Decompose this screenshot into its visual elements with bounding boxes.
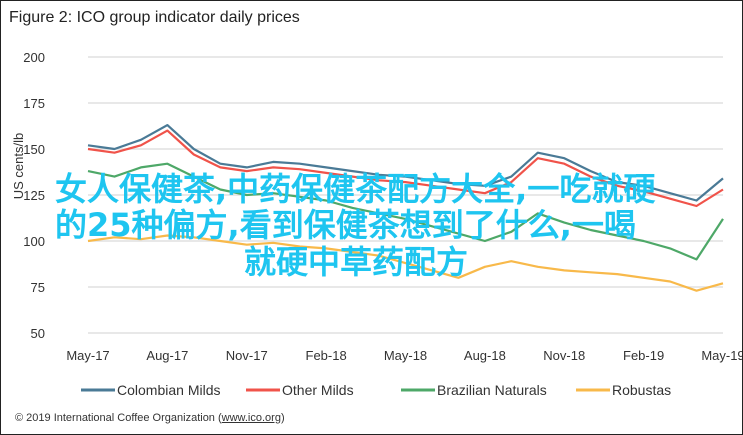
legend-label: Other Milds: [282, 382, 354, 398]
y-tick-label: 175: [23, 96, 45, 111]
y-tick-label: 100: [23, 234, 45, 249]
x-tick-label: Aug-18: [464, 348, 506, 363]
y-tick-label: 150: [23, 142, 45, 157]
legend-label: Colombian Milds: [117, 382, 220, 398]
x-tick-label: Aug-17: [146, 348, 188, 363]
x-tick-label: May-17: [66, 348, 109, 363]
chart-title: Figure 2: ICO group indicator daily pric…: [9, 9, 300, 26]
y-tick-label: 200: [23, 50, 45, 65]
copyright-footer: © 2019 International Coffee Organization…: [15, 412, 285, 424]
copyright-text: © 2019 International Coffee Organization…: [15, 412, 222, 424]
legend-label: Brazilian Naturals: [437, 382, 547, 398]
x-tick-label: May-19: [701, 348, 742, 363]
y-tick-label: 50: [31, 326, 45, 341]
series-line-brazilian-naturals: [87, 162, 724, 261]
y-tick-label: 125: [23, 188, 45, 203]
y-tick-label: 75: [31, 280, 45, 295]
x-tick-label: Nov-17: [226, 348, 268, 363]
x-tick-label: Feb-19: [623, 348, 664, 363]
overlay-text-line-2: 的25种偏方,看到保健茶想到了什么,一喝: [55, 206, 636, 244]
series-line-robustas: [87, 234, 724, 292]
overlay-text-line-3: 就硬中草药配方: [244, 243, 469, 281]
overlay-text-line-1: 女人保健茶,中药保健茶配方大全,一吃就硬: [55, 170, 656, 208]
x-tick-label: May-18: [384, 348, 427, 363]
y-axis-label: US cents/lb: [11, 133, 26, 199]
x-tick-label: Feb-18: [306, 348, 347, 363]
copyright-close: ): [280, 412, 285, 424]
legend-label: Robustas: [612, 382, 671, 398]
x-tick-label: Nov-18: [543, 348, 585, 363]
series-line-other-milds: [87, 129, 724, 208]
ico-link[interactable]: www.ico.org: [221, 412, 281, 424]
series-line-colombian-milds: [87, 123, 724, 202]
